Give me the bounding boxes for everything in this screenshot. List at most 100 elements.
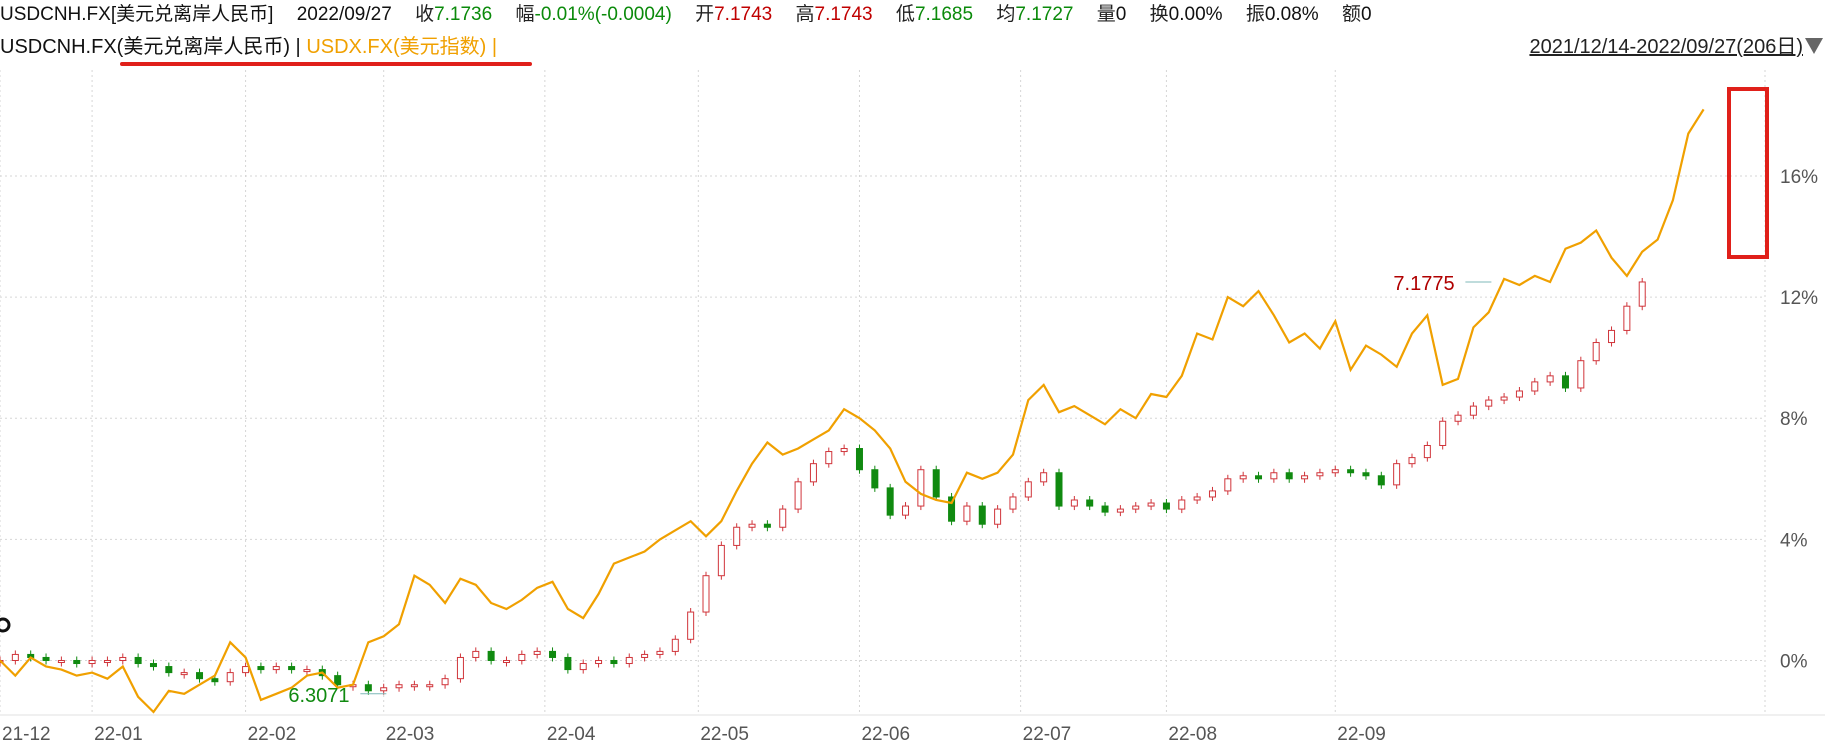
candle-body (1285, 472, 1293, 480)
candle-body (1193, 496, 1201, 501)
candle-body (779, 508, 787, 528)
candle-body (272, 666, 280, 671)
open-value: 7.1743 (714, 4, 773, 25)
candle-body (1515, 390, 1523, 398)
candle-body (1316, 472, 1324, 477)
candle-body (226, 672, 234, 683)
candle-body (763, 523, 771, 528)
candle-body (794, 481, 802, 510)
legend-series-usdx[interactable]: USDX.FX(美元指数) | (306, 36, 498, 58)
candle-body (733, 526, 741, 546)
candle-body (1239, 475, 1247, 480)
candle-body (88, 659, 96, 665)
volume-value: 0 (1115, 4, 1127, 25)
candle-body (134, 656, 142, 665)
x-axis-ticks: 21-12 22-01 22-02 22-03 22-04 22-05 22-06 22-07… (2, 724, 1386, 745)
candle-body (1270, 472, 1278, 480)
candle-body (11, 653, 19, 661)
candle-body (472, 650, 480, 658)
candle-body (1362, 472, 1370, 477)
avg-label: 均 (996, 4, 1016, 25)
candle-body (671, 638, 679, 652)
candle-body (441, 678, 449, 686)
candle-body (840, 448, 848, 453)
y-tick-label: 16% (1780, 167, 1818, 188)
candle-body (242, 666, 250, 674)
candle-body (395, 684, 403, 689)
candle-body (825, 451, 833, 465)
amount-label: 额 (1341, 4, 1361, 25)
candle-body (1561, 375, 1569, 389)
candle-body (1638, 281, 1646, 307)
y-tick-label: 0% (1780, 651, 1808, 672)
candle-body (1255, 475, 1263, 480)
x-tick-label: 22-05 (700, 724, 749, 745)
candle-body (1408, 457, 1416, 465)
candle-body (1147, 502, 1155, 507)
y-tick-label: 12% (1780, 288, 1818, 309)
candle-body (564, 656, 572, 671)
series-legend: USDCNH.FX(美元兑离岸人民币) | USDX.FX(美元指数) | (0, 32, 1825, 62)
candle-body (1055, 472, 1063, 507)
low-value: 7.1685 (914, 4, 974, 25)
candle-body (1469, 405, 1477, 416)
candle-body (1485, 399, 1493, 407)
price-label: 6.3071 (288, 685, 349, 707)
candle-body (518, 653, 526, 661)
origin-marker (0, 617, 11, 633)
candle-body (855, 448, 863, 471)
candle-body (1224, 478, 1232, 492)
red-box-annotation (1727, 87, 1769, 259)
candle-body (1423, 444, 1431, 459)
price-annotations: 6.3071 7.1775 (288, 273, 1492, 707)
candle-body (549, 650, 557, 658)
legend-series-usdcnh[interactable]: USDCNH.FX(美元兑离岸人民币) | (0, 36, 301, 58)
candle-body (1040, 472, 1048, 483)
candle-body (1101, 505, 1109, 513)
amplitude-label: 振 (1245, 4, 1265, 25)
candle-body (1439, 420, 1447, 446)
candle-body (1162, 502, 1170, 510)
candle-body (702, 575, 710, 613)
date-range-selector[interactable]: 2021/12/14-2022/09/27(206日) (1529, 36, 1803, 58)
candle-body (932, 469, 940, 498)
candle-body (748, 523, 756, 528)
candle-body (303, 669, 311, 673)
candle-body (1132, 505, 1140, 510)
candle-body (917, 469, 925, 507)
quote-summary-bar: USDCNH.FX[美元兑离岸人民币] 2022/09/27 收7.1736 幅… (0, 0, 1825, 30)
avg-value: 7.1727 (1015, 4, 1074, 25)
candle-body (1331, 469, 1339, 474)
x-tick-label: 22-03 (386, 724, 435, 745)
candle-body (1070, 499, 1078, 507)
candle-body (1546, 375, 1554, 383)
high-label: 高 (795, 4, 815, 25)
x-tick-label: 22-02 (248, 724, 297, 745)
x-tick-label: 21-12 (2, 724, 51, 745)
close-value: 7.1736 (434, 4, 493, 25)
candle-body (1377, 475, 1385, 486)
candle-body (1024, 481, 1032, 498)
candle-body (1009, 496, 1017, 510)
candle-body (364, 684, 372, 692)
amount-value: 0 (1361, 4, 1372, 25)
volume-label: 量 (1096, 4, 1116, 25)
candle-body (1608, 329, 1616, 344)
candle-body (1086, 499, 1094, 507)
candle-body (978, 505, 986, 525)
x-tick-label: 22-06 (861, 724, 910, 745)
candle-body (948, 496, 956, 522)
candle-body (610, 659, 618, 665)
candle-body (1454, 414, 1462, 422)
y-axis-ticks: 0% 4% 8% 12% 16% (1780, 167, 1818, 673)
candle-body (257, 666, 265, 671)
candle-body (994, 508, 1002, 525)
candle-body (871, 469, 879, 489)
grid-layer (0, 70, 1825, 716)
y-tick-label: 4% (1780, 530, 1808, 551)
candle-body (1347, 469, 1355, 474)
x-tick-label: 22-07 (1023, 724, 1072, 745)
low-label: 低 (895, 4, 915, 25)
dropdown-triangle-icon[interactable] (1805, 38, 1823, 54)
